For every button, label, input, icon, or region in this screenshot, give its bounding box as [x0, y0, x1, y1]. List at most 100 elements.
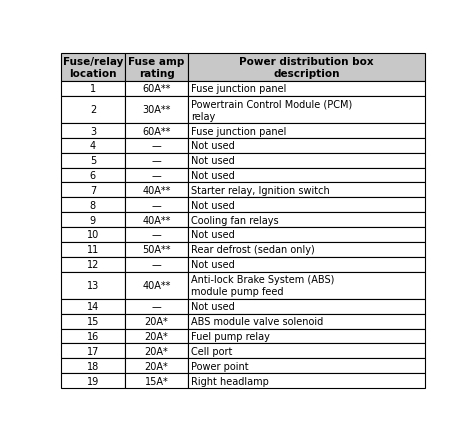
- Text: —: —: [152, 156, 162, 166]
- Text: Not used: Not used: [191, 156, 235, 166]
- Bar: [188, 124, 425, 139]
- Text: 8: 8: [90, 200, 96, 210]
- Text: 50A**: 50A**: [142, 245, 171, 254]
- Bar: [61, 168, 125, 183]
- Text: 15A*: 15A*: [145, 376, 168, 386]
- Text: 17: 17: [87, 346, 99, 356]
- Text: ABS module valve solenoid: ABS module valve solenoid: [191, 317, 324, 326]
- Bar: [61, 139, 125, 153]
- Text: Powertrain Control Module (PCM)
relay: Powertrain Control Module (PCM) relay: [191, 99, 353, 121]
- Bar: [188, 359, 425, 373]
- Text: 12: 12: [87, 259, 99, 269]
- Bar: [61, 81, 125, 96]
- Bar: [188, 257, 425, 272]
- Bar: [125, 227, 188, 242]
- Text: 9: 9: [90, 215, 96, 225]
- Text: 4: 4: [90, 141, 96, 151]
- Bar: [61, 344, 125, 359]
- Bar: [188, 54, 425, 81]
- Bar: [61, 198, 125, 213]
- Bar: [125, 257, 188, 272]
- Bar: [61, 183, 125, 198]
- Text: —: —: [152, 171, 162, 180]
- Bar: [188, 242, 425, 257]
- Text: Fuse junction panel: Fuse junction panel: [191, 84, 287, 94]
- Bar: [125, 168, 188, 183]
- Text: 7: 7: [90, 185, 96, 195]
- Text: Not used: Not used: [191, 302, 235, 312]
- Text: 40A**: 40A**: [142, 215, 171, 225]
- Bar: [188, 272, 425, 299]
- Text: Cell port: Cell port: [191, 346, 233, 356]
- Bar: [125, 139, 188, 153]
- Bar: [188, 227, 425, 242]
- Text: Fuse amp
rating: Fuse amp rating: [128, 57, 185, 79]
- Bar: [61, 153, 125, 168]
- Bar: [188, 183, 425, 198]
- Bar: [125, 213, 188, 227]
- Bar: [125, 359, 188, 373]
- Bar: [61, 96, 125, 124]
- Bar: [188, 96, 425, 124]
- Text: Cooling fan relays: Cooling fan relays: [191, 215, 279, 225]
- Text: 3: 3: [90, 126, 96, 136]
- Text: Not used: Not used: [191, 259, 235, 269]
- Text: —: —: [152, 200, 162, 210]
- Text: Fuel pump relay: Fuel pump relay: [191, 331, 270, 341]
- Text: 30A**: 30A**: [142, 105, 171, 115]
- Text: 2: 2: [90, 105, 96, 115]
- Text: 20A*: 20A*: [145, 346, 168, 356]
- Bar: [188, 81, 425, 96]
- Bar: [125, 198, 188, 213]
- Bar: [125, 81, 188, 96]
- Text: —: —: [152, 302, 162, 312]
- Bar: [125, 299, 188, 314]
- Text: Not used: Not used: [191, 171, 235, 180]
- Text: Power point: Power point: [191, 361, 249, 371]
- Bar: [188, 153, 425, 168]
- Text: Fuse/relay
location: Fuse/relay location: [63, 57, 123, 79]
- Bar: [188, 344, 425, 359]
- Text: 60A**: 60A**: [142, 84, 171, 94]
- Text: 14: 14: [87, 302, 99, 312]
- Bar: [188, 299, 425, 314]
- Text: 11: 11: [87, 245, 99, 254]
- Text: —: —: [152, 141, 162, 151]
- Text: Power distribution box
description: Power distribution box description: [239, 57, 374, 79]
- Text: 40A**: 40A**: [142, 185, 171, 195]
- Bar: [188, 314, 425, 329]
- Bar: [125, 153, 188, 168]
- Text: 16: 16: [87, 331, 99, 341]
- Bar: [61, 242, 125, 257]
- Bar: [61, 314, 125, 329]
- Text: Right headlamp: Right headlamp: [191, 376, 269, 386]
- Text: 5: 5: [90, 156, 96, 166]
- Bar: [61, 373, 125, 388]
- Text: —: —: [152, 230, 162, 240]
- Text: —: —: [152, 259, 162, 269]
- Bar: [188, 213, 425, 227]
- Bar: [61, 257, 125, 272]
- Bar: [188, 168, 425, 183]
- Text: Not used: Not used: [191, 200, 235, 210]
- Bar: [61, 329, 125, 344]
- Bar: [188, 198, 425, 213]
- Text: Starter relay, Ignition switch: Starter relay, Ignition switch: [191, 185, 330, 195]
- Bar: [125, 373, 188, 388]
- Text: 20A*: 20A*: [145, 317, 168, 326]
- Bar: [125, 344, 188, 359]
- Bar: [125, 272, 188, 299]
- Bar: [125, 314, 188, 329]
- Bar: [61, 227, 125, 242]
- Bar: [125, 329, 188, 344]
- Bar: [61, 54, 125, 81]
- Text: Fuse junction panel: Fuse junction panel: [191, 126, 287, 136]
- Text: 10: 10: [87, 230, 99, 240]
- Bar: [125, 183, 188, 198]
- Bar: [125, 96, 188, 124]
- Bar: [125, 54, 188, 81]
- Bar: [61, 299, 125, 314]
- Text: 19: 19: [87, 376, 99, 386]
- Text: 20A*: 20A*: [145, 331, 168, 341]
- Bar: [188, 373, 425, 388]
